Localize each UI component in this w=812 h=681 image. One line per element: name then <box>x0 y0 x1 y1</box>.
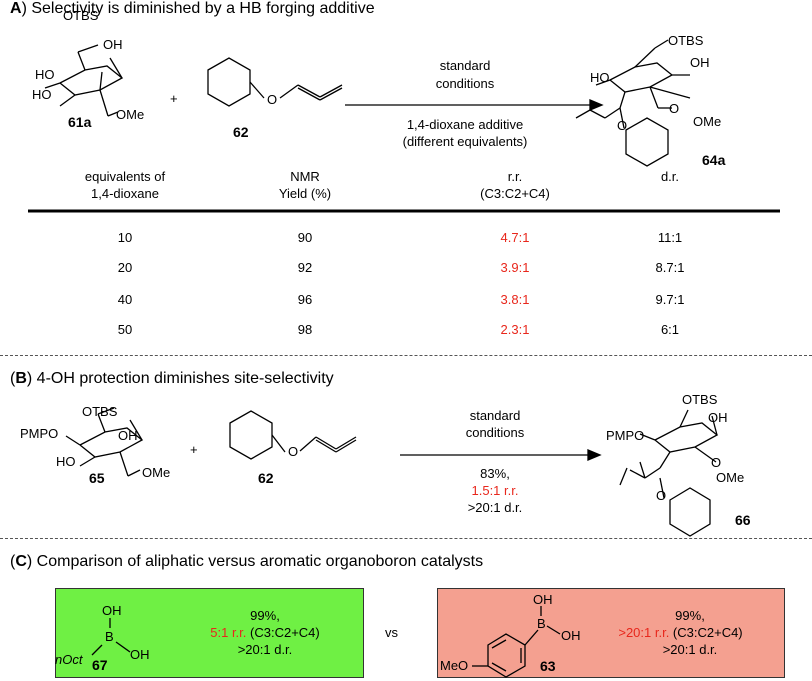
header-equivalents: equivalents of 1,4-dioxane <box>84 169 166 201</box>
oh-label: OH <box>690 55 710 70</box>
table-cell: 8.7:1 <box>655 260 685 275</box>
oxygen-label: O <box>656 488 667 503</box>
arrow-condition-line1: standard <box>469 408 521 423</box>
table-cell: 9.7:1 <box>655 292 685 307</box>
oxygen-label: O <box>288 444 299 459</box>
oxygen-label: O <box>267 92 278 107</box>
compound-label-64a: 64a <box>702 152 726 168</box>
section-divider <box>0 538 812 539</box>
pmpo-label: PMPO <box>606 428 645 443</box>
oh-label: OH <box>561 628 581 643</box>
compound-label-65: 65 <box>89 470 105 486</box>
yield-text: 83%, <box>480 466 510 481</box>
table-cell: 11:1 <box>657 230 683 245</box>
dr-text: >20:1 d.r. <box>237 642 293 657</box>
vs-text: vs <box>385 625 398 640</box>
oh-label: OH <box>533 592 553 607</box>
pmpo-label: PMPO <box>20 426 59 441</box>
rr-text: 5:1 r.r. (C3:C2+C4) <box>210 625 320 640</box>
dr-text: >20:1 d.r. <box>662 642 718 657</box>
boron-label: B <box>537 616 546 631</box>
compound-label-63: 63 <box>540 658 556 674</box>
meo-label: MeO <box>440 658 469 673</box>
arrow-condition-line2: conditions <box>435 76 495 91</box>
otbs-label: OTBS <box>63 8 99 23</box>
table-cell: 98 <box>297 322 313 337</box>
table-cell: 40 <box>117 292 133 307</box>
compound-label-67: 67 <box>92 657 108 673</box>
section-divider <box>0 355 812 356</box>
otbs-label: OTBS <box>82 404 118 419</box>
ho-label: HO <box>590 70 610 85</box>
table-cell: 20 <box>117 260 133 275</box>
ome-label: OMe <box>116 107 145 122</box>
arrow-additive-line2: (different equivalents) <box>402 134 528 149</box>
ome-label: OMe <box>142 465 171 480</box>
oxygen-label: O <box>669 101 680 116</box>
compound-label-62: 62 <box>233 124 249 140</box>
yield-text: 99%, <box>250 608 280 623</box>
arrow-additive-line1: 1,4-dioxane additive <box>406 117 524 132</box>
table-cell: 92 <box>297 260 313 275</box>
boron-label: B <box>105 629 114 644</box>
section-c-title: (C) Comparison of aliphatic versus aroma… <box>10 553 484 570</box>
rr-text: >20:1 r.r. (C3:C2+C4) <box>618 625 743 640</box>
dr-text: >20:1 d.r. <box>467 500 523 515</box>
oh-label: OH <box>118 428 138 443</box>
table-cell: 4.7:1 <box>500 230 530 245</box>
otbs-label: OTBS <box>682 392 718 407</box>
oh-label: OH <box>130 647 150 662</box>
plus-sign: + <box>190 442 198 457</box>
compound-label-61a: 61a <box>68 114 92 130</box>
table-cell: 3.8:1 <box>500 292 530 307</box>
compound-label-66: 66 <box>735 512 751 528</box>
header-yield: NMR Yield (%) <box>278 169 332 201</box>
oxygen-label: O <box>617 118 628 133</box>
table-cell: 6:1 <box>660 322 680 337</box>
section-a-title: A) Selectivity is diminished by a HB for… <box>10 0 375 17</box>
aliphatic-catalyst-box <box>55 588 364 678</box>
header-dr: d.r. <box>660 169 680 184</box>
oh-label: OH <box>103 37 123 52</box>
ome-label: OMe <box>693 114 722 129</box>
plus-sign: + <box>170 91 178 106</box>
table-cell: 50 <box>117 322 133 337</box>
ho-label-2: HO <box>32 87 52 102</box>
header-rr: r.r. (C3:C2+C4) <box>480 169 550 201</box>
section-b-title: (B) 4-OH protection diminishes site-sele… <box>10 370 334 387</box>
oh-label: OH <box>708 410 728 425</box>
noct-label: nOct <box>55 652 83 667</box>
ho-label: HO <box>35 67 55 82</box>
table-cell: 10 <box>117 230 133 245</box>
table-cell: 90 <box>297 230 313 245</box>
yield-text: 99%, <box>675 608 705 623</box>
oxygen-label: O <box>711 455 722 470</box>
compound-label-62: 62 <box>258 470 274 486</box>
table-cell: 2.3:1 <box>500 322 530 337</box>
ome-label: OMe <box>716 470 745 485</box>
arrow-condition-line1: standard <box>439 58 491 73</box>
oh-label: OH <box>102 603 122 618</box>
ho-label: HO <box>56 454 76 469</box>
otbs-label: OTBS <box>668 33 704 48</box>
aromatic-catalyst-box <box>437 588 785 678</box>
arrow-condition-line2: conditions <box>465 425 525 440</box>
table-cell: 3.9:1 <box>500 260 530 275</box>
table-cell: 96 <box>297 292 313 307</box>
rr-text: 1.5:1 r.r. <box>471 483 519 498</box>
